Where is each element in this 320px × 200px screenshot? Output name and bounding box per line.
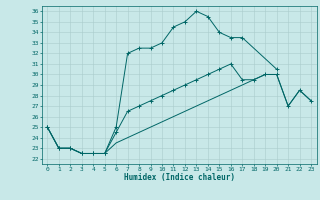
X-axis label: Humidex (Indice chaleur): Humidex (Indice chaleur): [124, 173, 235, 182]
